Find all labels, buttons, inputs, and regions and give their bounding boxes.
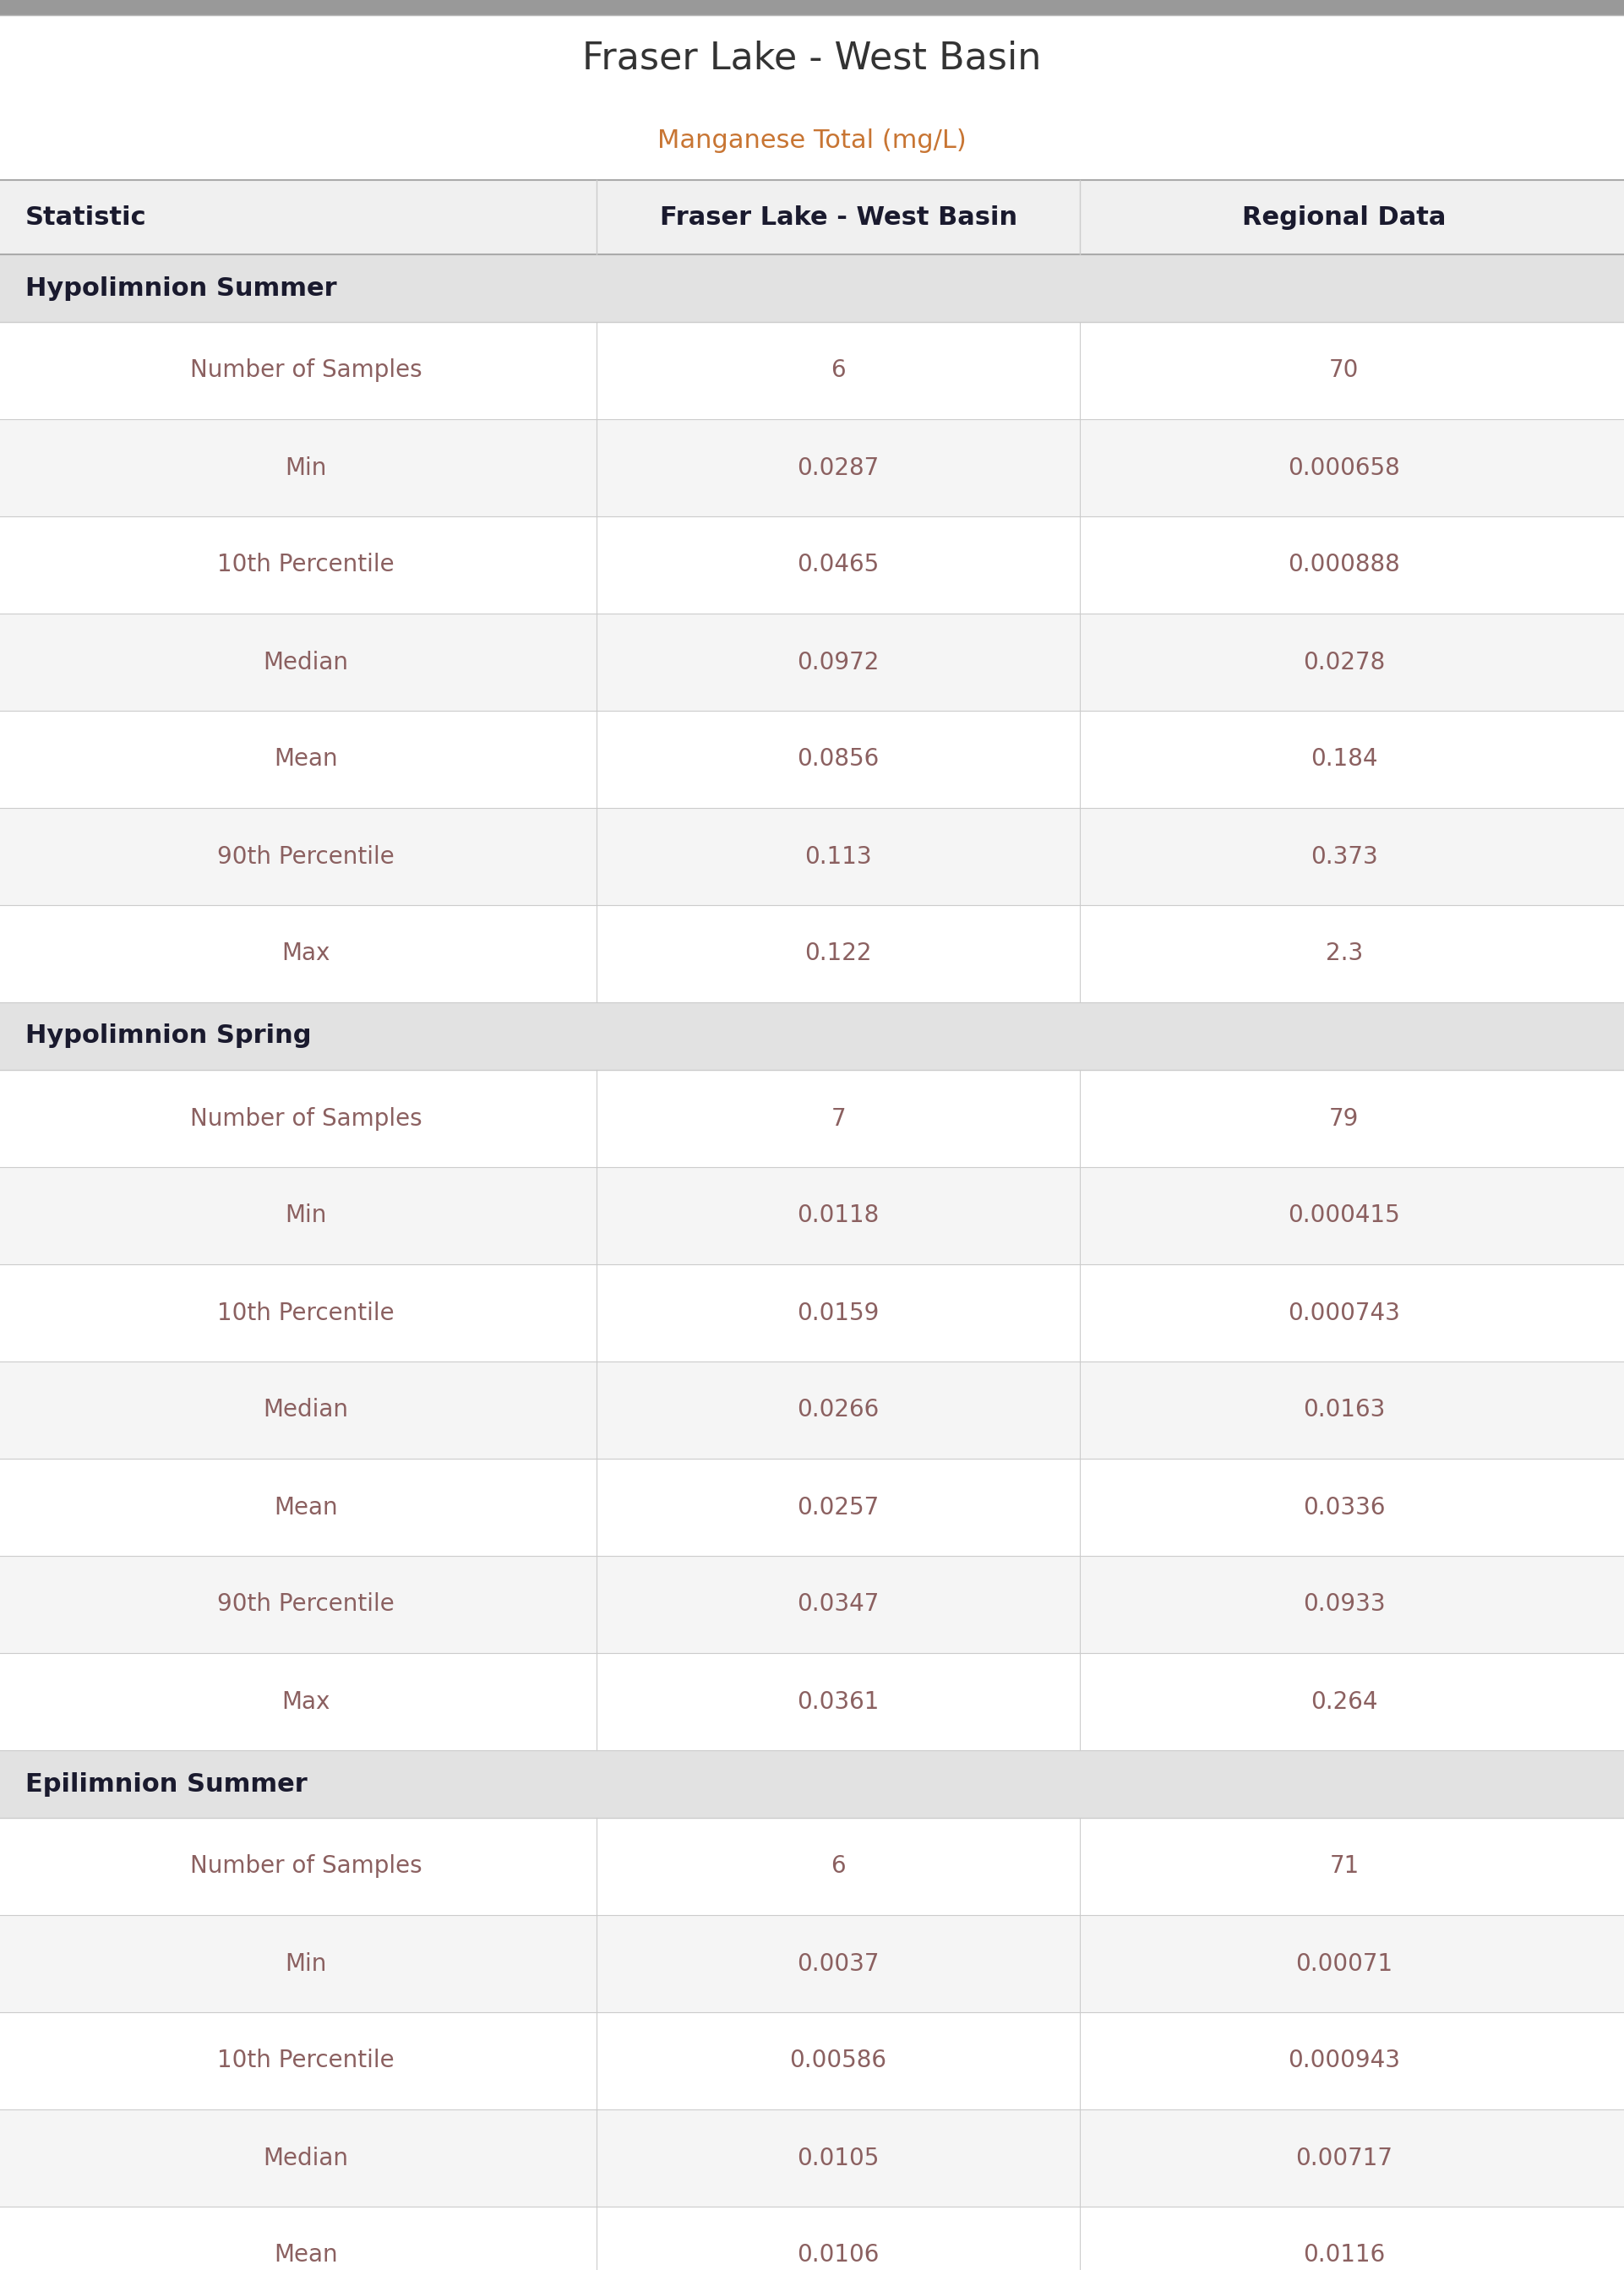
Bar	[0, 179, 1624, 254]
Text: 0.0118: 0.0118	[797, 1203, 879, 1228]
Text: 0.0465: 0.0465	[797, 554, 879, 577]
Text: Hypolimnion Summer: Hypolimnion Summer	[26, 277, 336, 300]
Text: 6: 6	[831, 1855, 846, 1877]
Text: 79: 79	[1330, 1108, 1359, 1130]
Bar	[0, 1653, 1624, 1750]
Text: Regional Data: Regional Data	[1242, 204, 1447, 229]
Text: 0.264: 0.264	[1311, 1689, 1377, 1714]
Text: 0.0106: 0.0106	[797, 2243, 880, 2268]
Text: Fraser Lake - West Basin: Fraser Lake - West Basin	[583, 41, 1041, 77]
Text: Manganese Total (mg/L): Manganese Total (mg/L)	[658, 127, 966, 152]
Text: Number of Samples: Number of Samples	[190, 1108, 422, 1130]
Text: Median: Median	[263, 2145, 349, 2170]
Text: 0.0856: 0.0856	[797, 747, 879, 772]
Bar	[0, 1264, 1624, 1362]
Text: Min: Min	[286, 1952, 326, 1975]
Text: 0.000415: 0.000415	[1288, 1203, 1400, 1228]
Text: Max: Max	[283, 1689, 330, 1714]
Text: 0.0336: 0.0336	[1302, 1496, 1385, 1519]
Bar	[0, 16, 1624, 179]
Bar	[0, 1916, 1624, 2011]
Bar	[0, 2109, 1624, 2206]
Bar	[0, 711, 1624, 808]
Text: 2.3: 2.3	[1325, 942, 1363, 965]
Text: 0.000743: 0.000743	[1288, 1301, 1400, 1326]
Text: 10th Percentile: 10th Percentile	[218, 554, 395, 577]
Text: Number of Samples: Number of Samples	[190, 1855, 422, 1877]
Bar	[0, 808, 1624, 906]
Text: 0.00717: 0.00717	[1296, 2145, 1393, 2170]
Text: Mean: Mean	[274, 1496, 338, 1519]
Text: 0.373: 0.373	[1311, 844, 1377, 869]
Text: 7: 7	[831, 1108, 846, 1130]
Bar	[0, 1460, 1624, 1555]
Text: 90th Percentile: 90th Percentile	[218, 844, 395, 869]
Text: 0.0116: 0.0116	[1302, 2243, 1385, 2268]
Text: 90th Percentile: 90th Percentile	[218, 1594, 395, 1616]
Text: 0.184: 0.184	[1311, 747, 1377, 772]
Text: 6: 6	[831, 359, 846, 381]
Text: 0.0361: 0.0361	[797, 1689, 880, 1714]
Bar	[0, 1167, 1624, 1264]
Bar	[0, 0, 1624, 16]
Bar	[0, 1818, 1624, 1916]
Text: 0.122: 0.122	[806, 942, 872, 965]
Text: 0.0347: 0.0347	[797, 1594, 880, 1616]
Text: 0.0278: 0.0278	[1302, 649, 1385, 674]
Bar	[0, 1362, 1624, 1460]
Bar	[0, 1555, 1624, 1653]
Text: 0.000658: 0.000658	[1288, 456, 1400, 479]
Text: 0.0266: 0.0266	[797, 1398, 879, 1421]
Text: 0.0933: 0.0933	[1302, 1594, 1385, 1616]
Text: Epilimnion Summer: Epilimnion Summer	[26, 1773, 307, 1796]
Bar	[0, 613, 1624, 711]
Text: Hypolimnion Spring: Hypolimnion Spring	[26, 1024, 312, 1049]
Text: Min: Min	[286, 456, 326, 479]
Text: Mean: Mean	[274, 2243, 338, 2268]
Text: 0.000888: 0.000888	[1288, 554, 1400, 577]
Bar	[0, 1069, 1624, 1167]
Text: 71: 71	[1330, 1855, 1359, 1877]
Text: 0.0037: 0.0037	[797, 1952, 880, 1975]
Text: 0.0972: 0.0972	[797, 649, 880, 674]
Text: Max: Max	[283, 942, 330, 965]
Text: 0.00586: 0.00586	[789, 2050, 887, 2073]
Bar	[0, 322, 1624, 420]
Text: 0.113: 0.113	[804, 844, 872, 869]
Text: 70: 70	[1330, 359, 1359, 381]
Text: Median: Median	[263, 649, 349, 674]
Bar	[0, 254, 1624, 322]
Text: Mean: Mean	[274, 747, 338, 772]
Text: 0.0257: 0.0257	[797, 1496, 879, 1519]
Text: 10th Percentile: 10th Percentile	[218, 1301, 395, 1326]
Text: Min: Min	[286, 1203, 326, 1228]
Text: 0.0287: 0.0287	[797, 456, 879, 479]
Text: 0.0105: 0.0105	[797, 2145, 880, 2170]
Text: Fraser Lake - West Basin: Fraser Lake - West Basin	[659, 204, 1017, 229]
Text: 0.00071: 0.00071	[1296, 1952, 1393, 1975]
Bar	[0, 1003, 1624, 1069]
Text: Statistic: Statistic	[26, 204, 146, 229]
Bar	[0, 2206, 1624, 2270]
Text: 0.0163: 0.0163	[1302, 1398, 1385, 1421]
Bar	[0, 2011, 1624, 2109]
Text: 0.000943: 0.000943	[1288, 2050, 1400, 2073]
Bar	[0, 515, 1624, 613]
Text: Number of Samples: Number of Samples	[190, 359, 422, 381]
Bar	[0, 420, 1624, 515]
Text: Median: Median	[263, 1398, 349, 1421]
Bar	[0, 1750, 1624, 1818]
Text: 10th Percentile: 10th Percentile	[218, 2050, 395, 2073]
Text: 0.0159: 0.0159	[797, 1301, 880, 1326]
Bar	[0, 906, 1624, 1003]
